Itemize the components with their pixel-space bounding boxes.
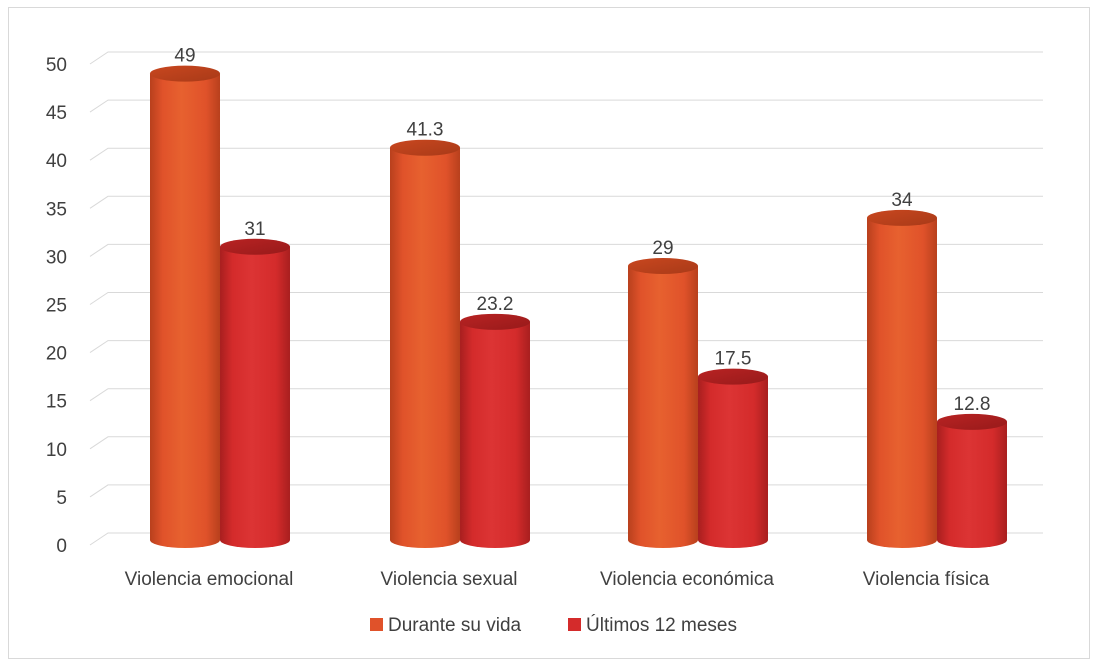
legend-item: Durante su vida [370, 615, 522, 636]
bars [150, 65, 1007, 549]
bar [698, 368, 768, 548]
data-label: 29 [652, 238, 673, 259]
data-label: 23.2 [477, 294, 514, 315]
bar [220, 238, 290, 548]
bar [460, 313, 530, 548]
data-label: 41.3 [407, 120, 444, 141]
gridline [89, 243, 1043, 257]
y-tick-label: 5 [56, 488, 67, 509]
category-labels: Violencia emocional Violencia sexual Viole… [125, 569, 990, 590]
data-label: 17.5 [715, 349, 752, 370]
data-label: 31 [244, 219, 265, 240]
y-tick-label: 15 [46, 392, 67, 413]
legend-swatch [370, 618, 383, 631]
gridline [89, 292, 1043, 305]
data-label: 49 [174, 46, 195, 67]
gridline [89, 99, 1043, 113]
y-tick-label: 40 [46, 151, 67, 172]
y-axis-ticks: 0 5 10 15 20 25 30 35 40 45 50 [46, 55, 67, 557]
y-tick-label: 30 [46, 247, 67, 268]
gridline [89, 51, 1043, 65]
bar [390, 139, 460, 548]
gridline [89, 195, 1043, 209]
gridline [89, 340, 1043, 354]
data-labels: 49 31 41.3 23.2 29 17.5 34 12.8 [174, 46, 990, 415]
data-label: 12.8 [954, 394, 991, 415]
category-label: Violencia emocional [125, 569, 294, 590]
bar [937, 413, 1007, 548]
gridline [89, 147, 1043, 161]
category-label: Violencia física [863, 569, 990, 590]
y-tick-label: 25 [46, 296, 67, 317]
legend-item: Últimos 12 meses [568, 614, 737, 636]
y-tick-label: 35 [46, 199, 67, 220]
bar [150, 65, 220, 549]
category-label: Violencia sexual [381, 569, 518, 590]
y-tick-label: 20 [46, 344, 67, 365]
legend: Durante su vida Últimos 12 meses [370, 614, 737, 636]
category-label: Violencia económica [600, 569, 774, 590]
y-tick-label: 0 [56, 536, 67, 557]
legend-label: Durante su vida [388, 615, 522, 636]
y-tick-label: 10 [46, 440, 67, 461]
bar [867, 209, 937, 549]
data-label: 34 [891, 190, 913, 211]
y-tick-label: 45 [46, 103, 67, 124]
legend-swatch [568, 618, 581, 631]
bar [628, 258, 698, 548]
legend-label: Últimos 12 meses [586, 614, 737, 636]
y-tick-label: 50 [46, 55, 67, 76]
